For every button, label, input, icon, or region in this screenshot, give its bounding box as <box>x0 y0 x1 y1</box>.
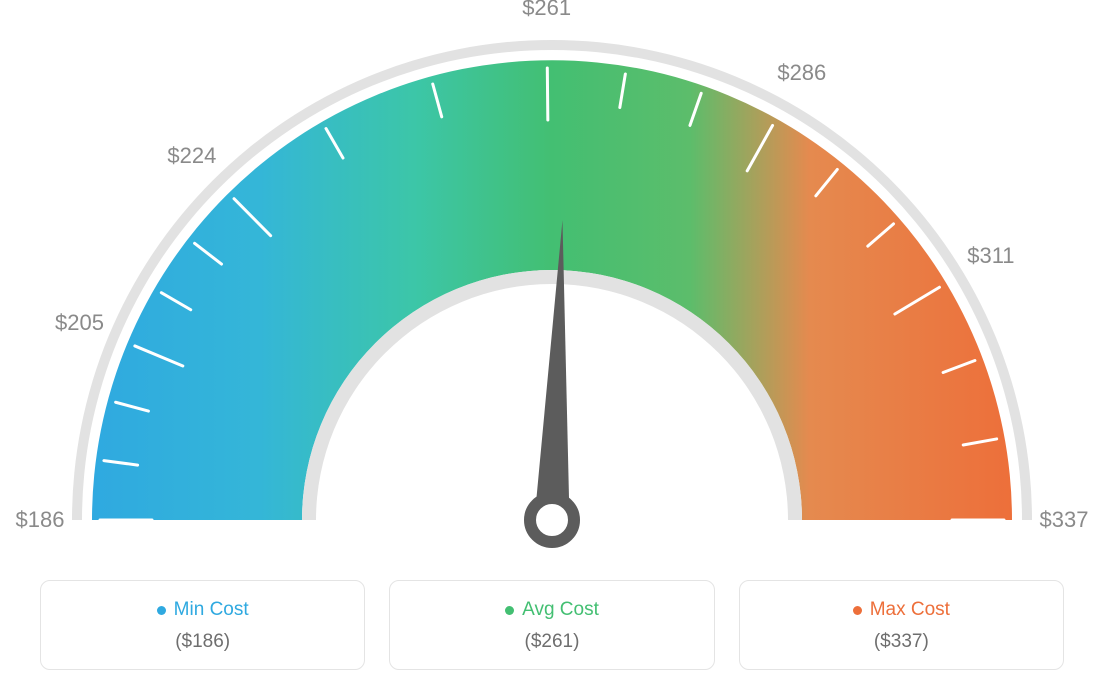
gauge-tick-label: $224 <box>167 143 216 169</box>
gauge-tick-label: $337 <box>1040 507 1089 533</box>
legend-label-max: Max Cost <box>853 599 950 621</box>
legend-card-avg: Avg Cost ($261) <box>389 580 714 670</box>
legend-label-text: Avg Cost <box>522 599 599 621</box>
gauge-svg <box>0 0 1104 560</box>
legend-label-avg: Avg Cost <box>505 599 599 621</box>
gauge-tick-label: $311 <box>967 243 1014 269</box>
gauge-tick-label: $205 <box>55 310 104 336</box>
dot-icon <box>853 606 862 615</box>
legend-value-min: ($186) <box>51 631 354 653</box>
legend-row: Min Cost ($186) Avg Cost ($261) Max Cost… <box>40 580 1064 670</box>
gauge-tick-label: $186 <box>16 507 65 533</box>
dot-icon <box>505 606 514 615</box>
legend-value-max: ($337) <box>750 631 1053 653</box>
legend-card-max: Max Cost ($337) <box>739 580 1064 670</box>
dot-icon <box>157 606 166 615</box>
legend-label-text: Max Cost <box>870 599 950 621</box>
gauge-tick-label: $261 <box>522 0 571 21</box>
cost-gauge-chart: $186 $205 $224 $261 $286 $311 $337 Min Cost ($… <box>0 0 1104 690</box>
legend-value-avg: ($261) <box>400 631 703 653</box>
gauge-area: $186 $205 $224 $261 $286 $311 $337 <box>0 0 1104 560</box>
gauge-tick-label: $286 <box>777 60 826 86</box>
legend-card-min: Min Cost ($186) <box>40 580 365 670</box>
legend-label-min: Min Cost <box>157 599 249 621</box>
legend-label-text: Min Cost <box>174 599 249 621</box>
